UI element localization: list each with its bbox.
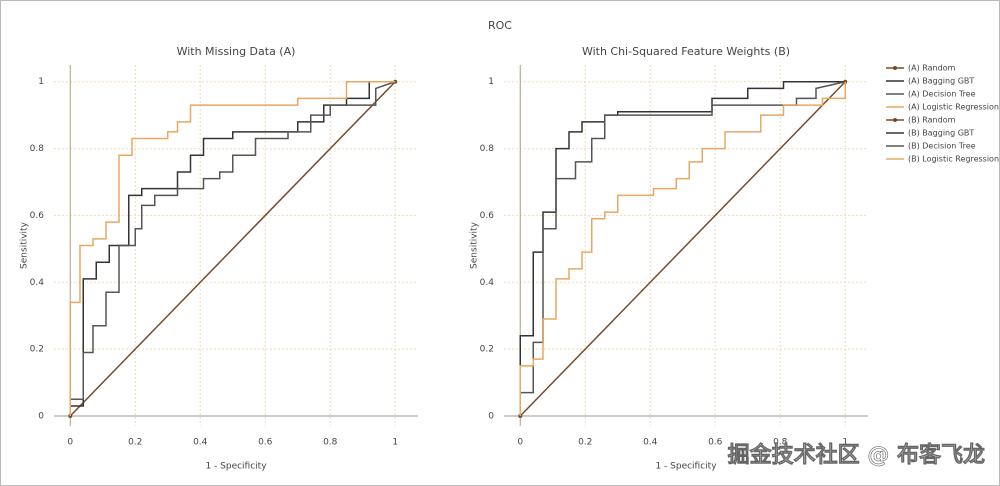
series-line [69,81,396,417]
series-line [519,80,846,416]
y-tick-label: 0.6 [30,211,45,221]
figure-title: ROC [488,19,512,32]
y-tick-label: 0.2 [30,345,44,355]
x-tick-label: 0.2 [578,438,592,448]
y-tick-label: 0.2 [480,345,494,355]
y-tick-label: 1 [488,77,494,87]
series-line [519,80,846,416]
y-tick-label: 0.8 [480,144,495,154]
legend-label: (B) Random [908,116,956,125]
y-tick-label: 0.4 [30,278,45,288]
x-axis-label: 1 - Specificity [655,462,717,472]
y-tick-label: 0 [38,411,44,421]
x-tick-label: 0.4 [643,438,658,448]
series-line [519,81,846,417]
watermark: 掘金技术社区 @ 布客飞龙 [728,442,985,468]
series-line [69,81,396,416]
subplot-title: With Missing Data (A) [177,45,296,58]
legend-label: (B) Decision Tree [908,142,976,151]
x-tick-label: 0 [67,438,73,448]
legend-label: (A) Logistic Regression [908,103,999,112]
x-tick-label: 0 [517,438,523,448]
legend-marker [893,66,897,70]
x-tick-label: 1 [392,438,398,448]
legend-marker [893,118,897,122]
legend-label: (A) Random [908,64,956,73]
y-tick-label: 0.4 [480,278,495,288]
x-tick-label: 0.6 [258,438,273,448]
y-axis-label: Sensitivity [20,221,30,269]
x-tick-label: 0.2 [128,438,142,448]
y-axis-label: Sensitivity [470,221,480,269]
x-tick-label: 0.8 [323,438,338,448]
legend-label: (B) Logistic Regression [908,155,999,164]
x-tick-label: 1 [842,438,848,448]
y-tick-label: 1 [38,77,44,87]
y-tick-label: 0.6 [480,211,495,221]
series-line [519,81,846,416]
x-tick-label: 0.6 [708,438,723,448]
legend-label: (A) Bagging GBT [908,77,974,86]
subplot-title: With Chi-Squared Feature Weights (B) [582,45,790,58]
x-axis-label: 1 - Specificity [205,462,267,472]
legend-label: (A) Decision Tree [908,90,976,99]
x-tick-label: 0.4 [193,438,208,448]
legend-label: (B) Bagging GBT [908,129,974,138]
y-tick-label: 0.8 [30,144,45,154]
series-line [69,80,396,416]
x-tick-label: 0.8 [773,438,788,448]
y-tick-label: 0 [488,411,494,421]
